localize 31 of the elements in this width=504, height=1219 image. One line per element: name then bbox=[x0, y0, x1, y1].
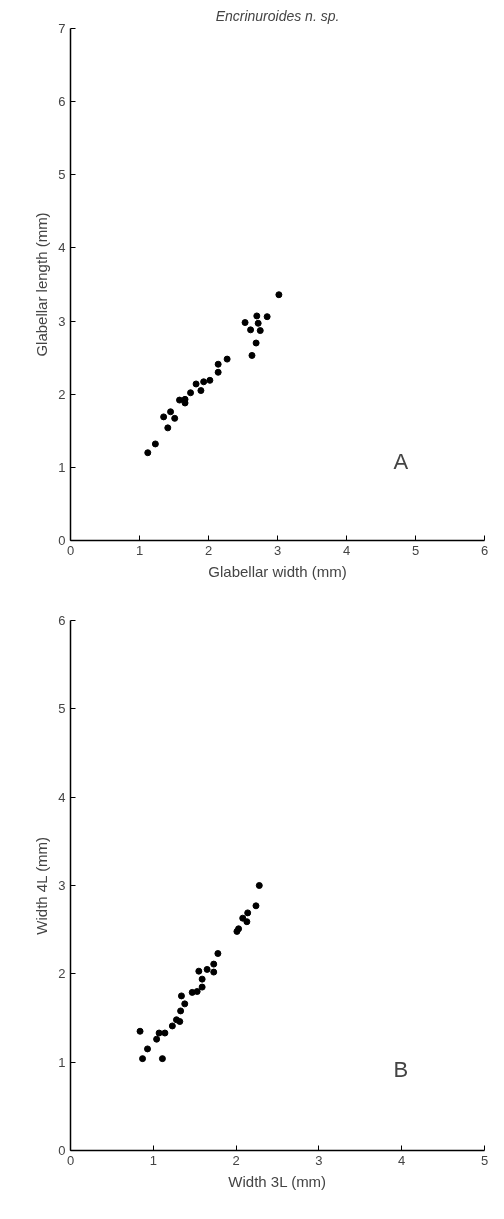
x-tick-label: 4 bbox=[342, 542, 351, 558]
x-tick-label: 2 bbox=[232, 1152, 240, 1168]
x-tick-label: 6 bbox=[480, 542, 489, 558]
y-tick-label: 3 bbox=[58, 878, 66, 893]
x-axis-title: Width 3L (mm) bbox=[228, 1172, 327, 1190]
y-tick-label: 2 bbox=[58, 966, 66, 982]
y-tick-label: 2 bbox=[58, 386, 66, 402]
y-tick-label: 3 bbox=[58, 313, 66, 329]
x-tick-label: 2 bbox=[204, 542, 213, 558]
x-tick-label: 3 bbox=[273, 542, 282, 558]
x-tick-label: 1 bbox=[149, 1152, 157, 1168]
y-tick-label: 6 bbox=[58, 613, 66, 628]
y-tick-label: 7 bbox=[58, 21, 66, 36]
y-tick-label: 5 bbox=[58, 701, 66, 717]
y-tick-label: 6 bbox=[58, 94, 66, 110]
annotation: A bbox=[393, 448, 409, 474]
x-tick-label: 5 bbox=[411, 542, 420, 558]
y-axis-title: Width 4L (mm) bbox=[33, 836, 51, 935]
y-tick-label: 4 bbox=[58, 789, 66, 805]
x-tick-label: 1 bbox=[135, 542, 144, 558]
chart-title: Encrinuroides n. sp. bbox=[215, 7, 340, 24]
y-tick-label: 1 bbox=[58, 1054, 66, 1070]
y-tick-label: 5 bbox=[58, 167, 66, 183]
x-tick-label: 5 bbox=[480, 1152, 489, 1168]
y-axis-title: Glabellar length (mm) bbox=[33, 212, 51, 357]
y-tick-label: 4 bbox=[58, 240, 66, 256]
y-tick-label: 1 bbox=[58, 459, 66, 475]
x-axis-title: Glabellar width (mm) bbox=[208, 562, 347, 580]
annotation: B bbox=[393, 1056, 409, 1082]
x-tick-label: 4 bbox=[398, 1152, 406, 1168]
x-tick-label: 3 bbox=[315, 1152, 323, 1168]
